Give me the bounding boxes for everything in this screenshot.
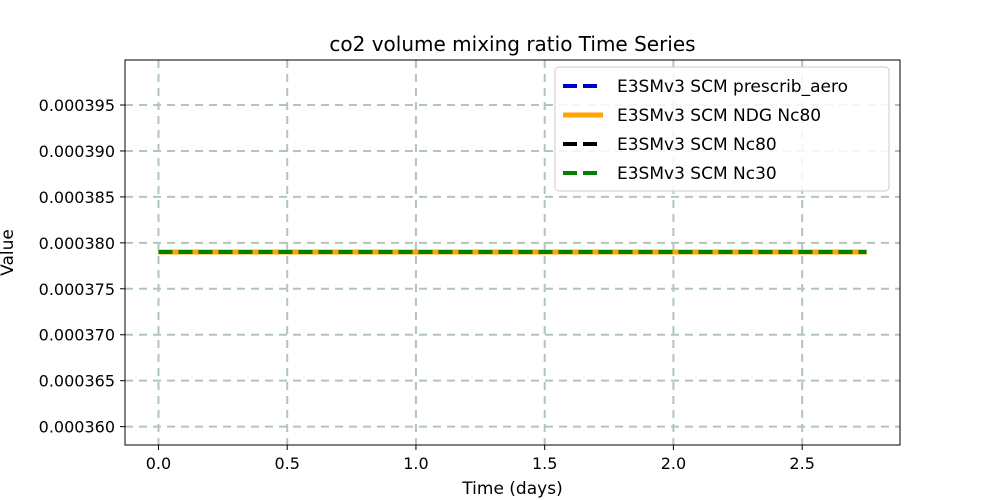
legend-label-1: E3SMv3 SCM prescrib_aero <box>617 77 848 97</box>
y-tick-label: 0.000375 <box>39 280 115 299</box>
x-axis-ticks: 0.0 0.5 1.0 1.5 2.0 2.5 <box>146 445 815 473</box>
y-tick-label: 0.000365 <box>39 372 115 391</box>
x-tick-label: 2.0 <box>661 454 686 473</box>
plot-frame <box>124 59 901 446</box>
x-tick-label: 1.0 <box>403 454 428 473</box>
y-tick-label: 0.000360 <box>39 418 115 437</box>
y-tick-label: 0.000385 <box>39 188 115 207</box>
y-axis-label: Value <box>0 229 18 276</box>
y-axis-ticks: 0.000360 0.000365 0.000370 0.000375 0.000380… <box>39 96 125 437</box>
y-tick-label: 0.000380 <box>39 234 115 253</box>
x-axis-label: Time (days) <box>461 479 562 499</box>
legend-box <box>554 66 890 192</box>
x-tick-label: 0.5 <box>274 454 299 473</box>
x-tick-label: 0.0 <box>146 454 171 473</box>
x-tick-label: 1.5 <box>532 454 557 473</box>
legend-label-4: E3SMv3 SCM Nc30 <box>617 164 777 184</box>
legend-label-2: E3SMv3 SCM NDG Nc80 <box>617 106 821 126</box>
y-tick-label: 0.000390 <box>39 142 115 161</box>
legend: E3SMv3 SCM prescrib_aero E3SMv3 SCM NDG N… <box>554 66 890 192</box>
grid <box>125 60 900 445</box>
legend-label-3: E3SMv3 SCM Nc80 <box>617 135 777 155</box>
y-tick-label: 0.000395 <box>39 96 115 115</box>
chart-title: co2 volume mixing ratio Time Series <box>329 32 695 56</box>
x-tick-label: 2.5 <box>789 454 814 473</box>
y-tick-label: 0.000370 <box>39 326 115 345</box>
